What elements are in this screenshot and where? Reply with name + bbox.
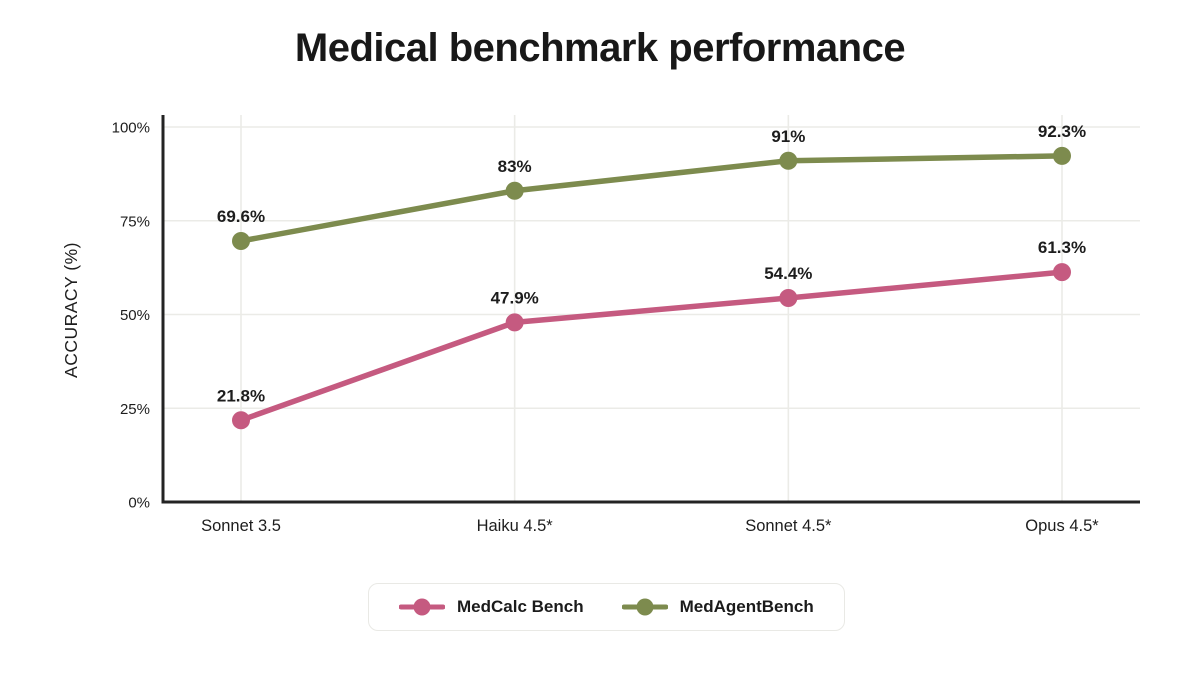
chart-legend: MedCalc Bench MedAgentBench: [368, 583, 845, 631]
medagentbench-series-marker-icon: [621, 598, 668, 616]
data-point-medagentbench: [232, 232, 250, 250]
x-tick-label: Opus 4.5*: [1025, 517, 1099, 535]
series-line-medcalc-bench: [238, 269, 1065, 423]
data-label-medcalc-bench: 21.8%: [217, 386, 265, 405]
data-point-medcalc-bench: [779, 289, 798, 307]
y-axis-title: ACCURACY (%): [61, 242, 81, 378]
data-point-medcalc-bench: [505, 313, 524, 332]
y-tick-label: 100%: [112, 120, 150, 137]
data-point-medcalc-bench: [1053, 263, 1071, 282]
legend-item-medcalc-bench: MedCalc Bench: [399, 597, 584, 617]
x-tick-label: Haiku 4.5*: [477, 517, 554, 535]
y-tick-label: 75%: [120, 213, 150, 230]
data-point-medagentbench: [779, 151, 798, 170]
data-label-medcalc-bench: 54.4%: [764, 264, 812, 283]
y-tick-label: 0%: [128, 495, 150, 512]
data-label-medagentbench: 92.3%: [1038, 122, 1086, 141]
data-label-medagentbench: 83%: [498, 157, 532, 176]
y-tick-label: 50%: [120, 307, 150, 324]
x-tick-label: Sonnet 4.5*: [745, 517, 832, 535]
axes: [161, 115, 1140, 504]
legend-label-medcalc-bench: MedCalc Bench: [457, 597, 584, 616]
data-point-medagentbench: [505, 181, 524, 200]
series-line-medagentbench: [238, 153, 1065, 244]
data-label-medagentbench: 69.6%: [217, 207, 265, 226]
data-label-medcalc-bench: 61.3%: [1038, 238, 1086, 257]
data-label-medcalc-bench: 47.9%: [491, 288, 539, 307]
legend-label-medagentbench: MedAgentBench: [679, 597, 814, 616]
legend-item-medagentbench: MedAgentBench: [621, 597, 814, 617]
data-point-medcalc-bench: [232, 411, 250, 430]
x-tick-label: Sonnet 3.5: [201, 517, 281, 535]
data-label-medagentbench: 91%: [771, 127, 805, 146]
data-point-medagentbench: [1053, 146, 1071, 165]
medcalc-series-marker-icon: [399, 598, 445, 616]
chart-title: Medical benchmark performance: [294, 26, 906, 70]
y-tick-label: 25%: [120, 401, 150, 418]
